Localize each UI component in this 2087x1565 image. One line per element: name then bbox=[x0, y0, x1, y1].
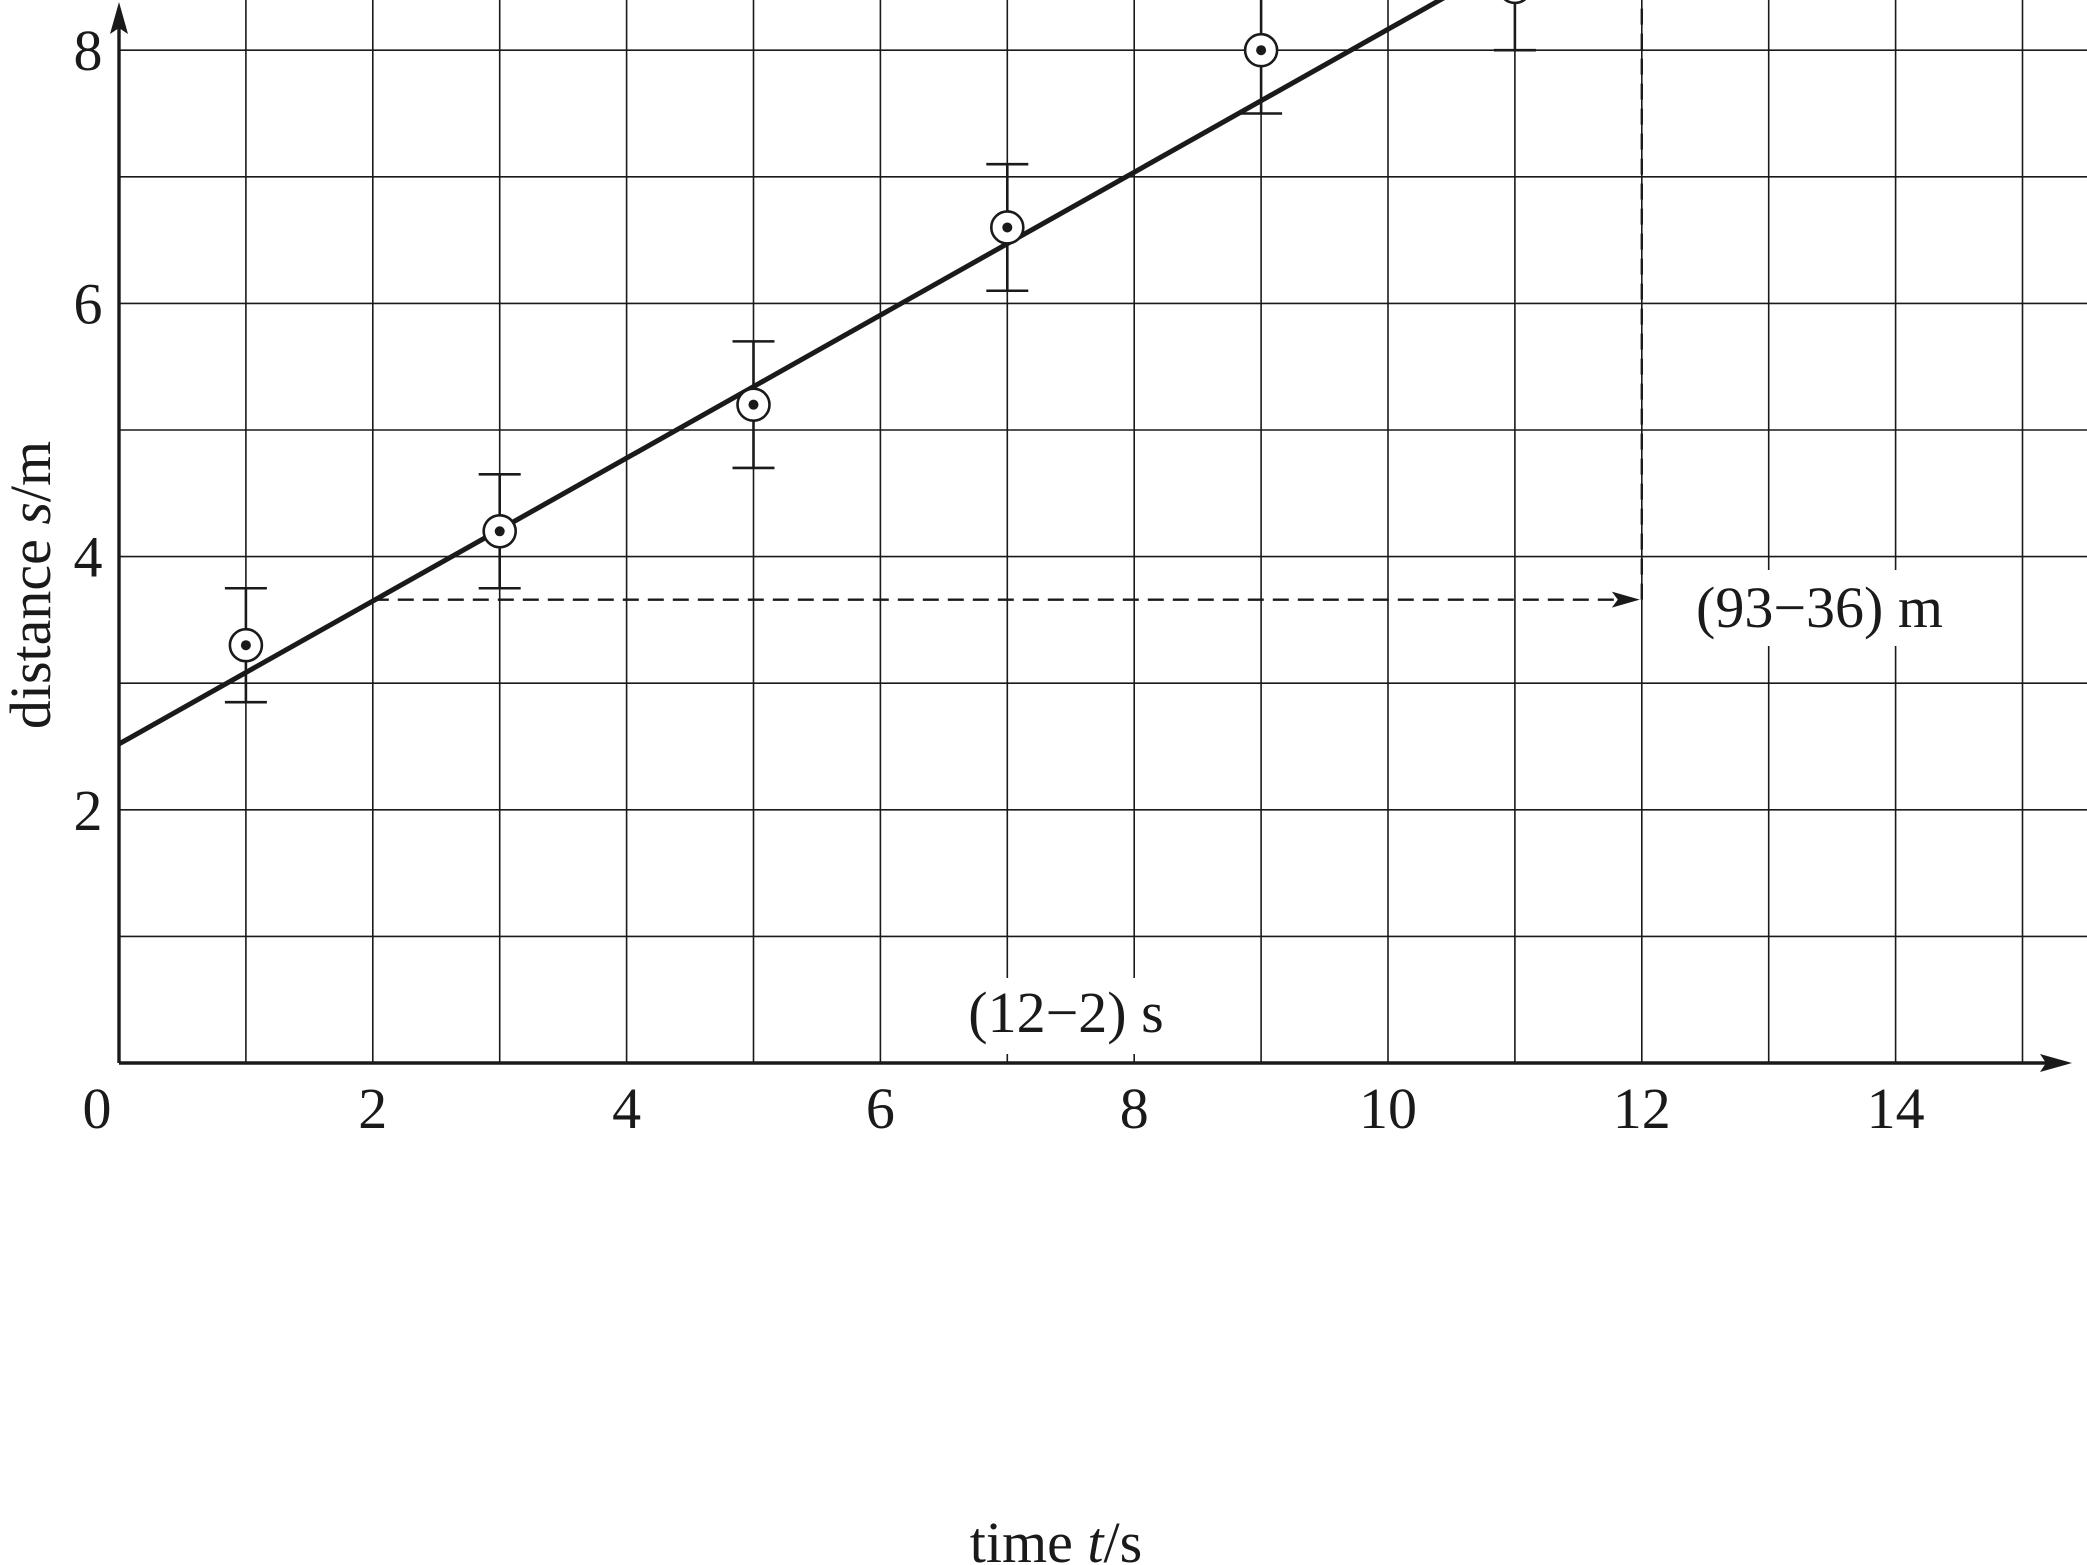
gradient-horizontal-arrowhead bbox=[1611, 591, 1640, 608]
y-axis-title-pre: distance bbox=[0, 525, 63, 730]
data-point bbox=[1240, 0, 1283, 115]
x-axis-title: time t/s bbox=[970, 1510, 1142, 1565]
point-marker-dot bbox=[1002, 222, 1013, 233]
x-tick-label: 10 bbox=[1359, 1076, 1417, 1141]
annotation-vertical: (93−36) m bbox=[1690, 570, 2000, 646]
x-axis-arrow bbox=[2040, 1054, 2072, 1072]
data-point bbox=[478, 473, 521, 590]
gradient-triangle bbox=[372, 0, 1644, 608]
grid bbox=[119, 0, 2087, 1063]
x-tick-label: 14 bbox=[1867, 1076, 1925, 1141]
x-tick-label: 4 bbox=[612, 1076, 641, 1141]
x-tick-label: 12 bbox=[1613, 1076, 1671, 1141]
point-marker-dot bbox=[494, 526, 505, 537]
y-axis-title-post: /m bbox=[0, 441, 63, 502]
point-marker-ring bbox=[1503, 0, 1527, 5]
x-axis-title-post: /s bbox=[1104, 1510, 1143, 1565]
data-point bbox=[732, 340, 775, 470]
y-tick-label: 2 bbox=[74, 778, 103, 843]
y-tick-label: 4 bbox=[74, 525, 103, 590]
x-axis-title-pre: time bbox=[970, 1510, 1088, 1565]
point-marker-dot bbox=[240, 640, 251, 651]
y-tick-label: 6 bbox=[74, 271, 103, 336]
annotation-vertical-label: (93−36) m bbox=[1696, 575, 1943, 640]
point-marker-dot bbox=[748, 399, 759, 410]
data-point bbox=[986, 162, 1029, 293]
x-tick-label: 0 bbox=[83, 1076, 112, 1141]
data-point bbox=[1493, 0, 1536, 52]
x-tick-label: 2 bbox=[358, 1076, 387, 1141]
data-point bbox=[224, 586, 267, 704]
x-tick-labels: 0 2 4 6 8 10 12 14 bbox=[83, 1076, 1925, 1141]
annotation-horizontal: (12−2) s bbox=[925, 978, 1181, 1054]
x-tick-label: 6 bbox=[866, 1076, 895, 1141]
annotation-horizontal-background bbox=[925, 978, 1181, 1054]
annotation-horizontal-label: (12−2) s bbox=[968, 980, 1163, 1045]
axes bbox=[110, 2, 2072, 1072]
data-points bbox=[224, 0, 1536, 704]
y-axis-title: distance s/m bbox=[0, 441, 63, 729]
point-marker-dot bbox=[1256, 45, 1267, 56]
best-fit-line bbox=[117, 0, 1446, 747]
x-tick-label: 8 bbox=[1120, 1076, 1149, 1141]
y-axis-title-var: s bbox=[0, 502, 63, 525]
annotation-vertical-background bbox=[1690, 570, 2000, 646]
x-axis-title-var: t bbox=[1087, 1510, 1105, 1565]
y-axis-arrow bbox=[110, 2, 128, 34]
y-tick-label: 8 bbox=[74, 18, 103, 83]
